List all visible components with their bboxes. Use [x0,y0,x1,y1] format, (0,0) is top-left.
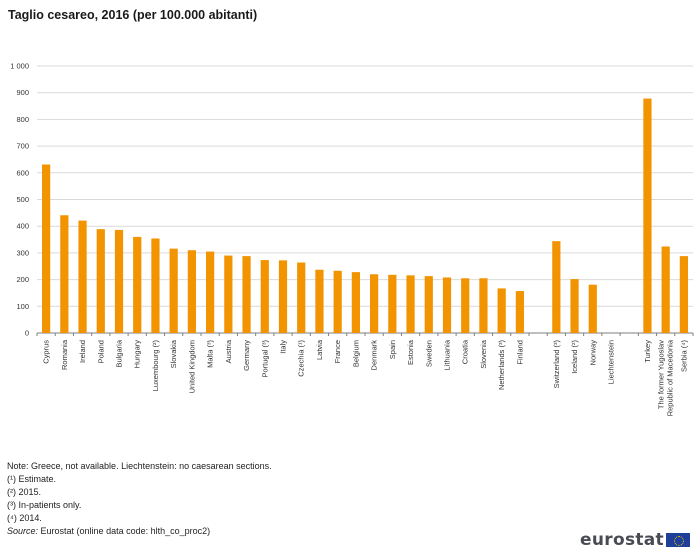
bar [42,164,51,333]
x-category-label: Romania [60,339,69,370]
source-line: Source: Eurostat (online data code: hlth… [7,525,272,538]
eu-flag-icon [666,533,690,547]
x-category-label: Croatia [461,339,470,364]
bar [661,246,670,333]
bar [297,262,306,333]
x-category-label: United Kingdom [187,340,196,393]
x-category-label: Cyprus [42,340,51,364]
bar [78,220,87,333]
bar [552,241,561,333]
bar [260,260,269,333]
y-tick-label: 100 [16,302,29,311]
bar [151,238,160,333]
bar [424,276,433,333]
y-tick-label: 1 000 [10,62,29,71]
y-tick-label: 900 [16,88,29,97]
y-tick-label: 400 [16,222,29,231]
x-category-label: Italy [279,340,288,354]
x-category-label: Austria [224,339,233,363]
y-tick-label: 300 [16,248,29,257]
bar [370,274,379,333]
bar [224,255,233,333]
x-category-label: Republic of Macedonia [666,339,675,416]
x-category-label: Switzerland (³) [552,339,561,388]
bar [133,236,142,333]
x-category-label: Denmark [370,340,379,371]
x-category-label: Bulgaria [115,339,124,367]
bar [570,279,579,333]
bar [351,272,360,333]
x-category-label: Norway [588,340,597,366]
note-text: Note: Greece, not available. Liechtenste… [7,461,272,471]
x-category-label: Turkey [643,340,652,363]
x-category-label: Latvia [315,339,324,360]
bar [406,275,415,333]
x-category-label: Iceland (²) [570,340,579,374]
x-category-label: Poland [96,340,105,363]
x-category-label: Slovenia [479,339,488,369]
bar-chart: 0 100 200 300 400 500 600 700 800 900 1 000 Cyprus R… [10,62,694,416]
bar [479,278,488,333]
bar [169,248,178,333]
x-category-label: Slovakia [169,339,178,368]
x-category-label: Germany [242,340,251,371]
chart-notes: Note: Greece, not available. Liechtenste… [7,460,272,538]
y-tick-label: 800 [16,115,29,124]
footnote-1: (¹) Estimate. [7,474,57,484]
bar [643,98,652,333]
footnote-4: (⁴) 2014. [7,513,42,523]
logo-text: eurostat [580,530,664,550]
x-category-label: Spain [388,340,397,359]
x-category-label: Serbia (⁴) [679,340,688,372]
bar [187,250,196,333]
bar [242,256,251,333]
eurostat-logo: eurostat [580,530,690,550]
x-category-label: Estonia [406,339,415,365]
bar [515,291,524,333]
bar [315,269,324,333]
x-category-label: Sweden [424,340,433,367]
x-category-label: Belgium [351,340,360,367]
bar [497,288,506,333]
bar [114,229,124,333]
bar [206,251,215,333]
x-category-label: Portugal (³) [260,340,269,378]
x-category-label: Finland [515,340,524,365]
bar [388,274,397,333]
bar [679,256,688,333]
bar [60,215,69,333]
y-tick-label: 0 [25,329,29,338]
x-category-label: Liechtenstein [607,340,616,384]
bar [461,278,470,333]
y-tick-label: 500 [16,195,29,204]
bar [96,229,105,333]
x-category-label: Hungary [133,340,142,369]
x-category-label: Ireland [78,340,87,363]
bar [278,260,288,333]
bar [442,277,452,333]
y-tick-label: 200 [16,275,29,284]
x-category-label: Lithuania [443,339,452,370]
x-category-label: The former Yugoslav [657,340,666,409]
bar [588,284,597,333]
footnote-3: (³) In-patients only. [7,500,82,510]
source-text: Eurostat (online data code: hlth_co_proc… [38,526,211,536]
y-tick-label: 700 [16,142,29,151]
footnote-2: (²) 2015. [7,487,42,497]
y-tick-label: 600 [16,168,29,177]
x-category-label: Malta (³) [206,340,215,368]
x-category-label: Netherlands (³) [497,340,506,391]
chart-title: Taglio cesareo, 2016 (per 100.000 abitan… [8,8,258,22]
bar [333,270,342,333]
x-category-label: France [333,340,342,363]
x-category-label: Czechia (¹) [297,340,306,377]
source-label: Source: [7,526,39,536]
x-category-label: Luxembourg (²) [151,340,160,392]
